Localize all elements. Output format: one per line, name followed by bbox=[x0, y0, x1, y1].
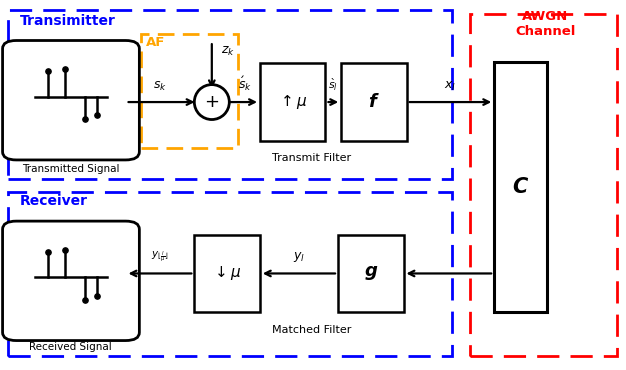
Bar bbox=[8, 10, 452, 179]
Text: AWGN
Channel: AWGN Channel bbox=[515, 10, 575, 38]
Bar bbox=[470, 14, 617, 356]
FancyBboxPatch shape bbox=[3, 221, 140, 340]
Text: Transmit Filter: Transmit Filter bbox=[272, 152, 351, 162]
Bar bbox=[341, 63, 407, 141]
Ellipse shape bbox=[194, 85, 229, 120]
Text: $\grave{s}_l$: $\grave{s}_l$ bbox=[328, 77, 338, 93]
Text: $s_k$: $s_k$ bbox=[153, 80, 167, 93]
Bar bbox=[141, 34, 238, 148]
Text: $x_l$: $x_l$ bbox=[444, 80, 456, 93]
Text: $y_{\lfloor\frac{l}{\mu}\rfloor}$: $y_{\lfloor\frac{l}{\mu}\rfloor}$ bbox=[151, 250, 169, 264]
Bar bbox=[8, 192, 452, 356]
Text: $+$: $+$ bbox=[204, 93, 219, 111]
Bar bbox=[260, 63, 326, 141]
Text: Received Signal: Received Signal bbox=[29, 342, 112, 351]
Text: Transmitted Signal: Transmitted Signal bbox=[22, 164, 120, 174]
Text: Matched Filter: Matched Filter bbox=[272, 325, 351, 335]
Bar bbox=[194, 235, 260, 312]
Text: $\uparrow\mu$: $\uparrow\mu$ bbox=[278, 93, 307, 111]
Text: $\boldsymbol{C}$: $\boldsymbol{C}$ bbox=[512, 177, 529, 197]
Text: $\downarrow\mu$: $\downarrow\mu$ bbox=[212, 265, 242, 282]
Text: Receiver: Receiver bbox=[19, 194, 88, 208]
Text: Transimitter: Transimitter bbox=[19, 14, 115, 28]
Bar bbox=[494, 61, 547, 312]
Text: $\acute{s}_k$: $\acute{s}_k$ bbox=[238, 75, 252, 93]
Text: $y_l$: $y_l$ bbox=[293, 250, 305, 264]
Text: $z_k$: $z_k$ bbox=[221, 45, 235, 58]
Bar bbox=[338, 235, 404, 312]
Text: $\boldsymbol{f}$: $\boldsymbol{f}$ bbox=[368, 93, 380, 111]
Text: $\boldsymbol{g}$: $\boldsymbol{g}$ bbox=[364, 265, 378, 282]
Text: AF: AF bbox=[146, 36, 165, 49]
FancyBboxPatch shape bbox=[3, 40, 140, 160]
